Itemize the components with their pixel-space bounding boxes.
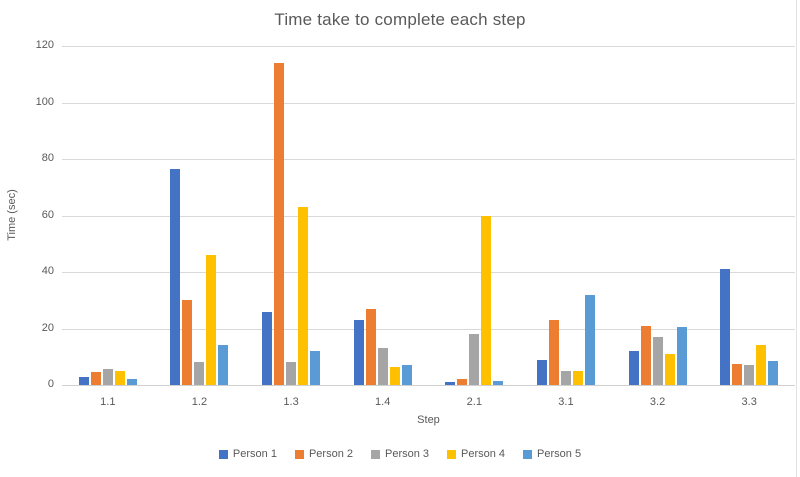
x-tick-label-1.4: 1.4 [375, 396, 391, 408]
bar-person-4-step-3.2 [664, 353, 675, 385]
bar-person-2-step-3.1 [548, 320, 559, 385]
bar-person-5-step-1.4 [401, 365, 412, 385]
bar-person-2-step-1.1 [90, 372, 101, 385]
bar-person-3-step-1.1 [102, 369, 113, 385]
x-tick-label-1.1: 1.1 [100, 396, 116, 408]
bar-person-3-step-1.4 [377, 348, 388, 385]
gridline-y-20 [62, 328, 795, 330]
bar-person-1-step-1.2 [170, 168, 181, 385]
legend-item-person-2: Person 2 [294, 448, 353, 460]
bar-person-4-step-2.1 [481, 215, 492, 385]
gridline-y-100 [62, 102, 795, 104]
legend: Person 1 Person 2 Person 3 Person 4 Person 5 [0, 448, 800, 460]
bar-person-2-step-1.3 [274, 62, 285, 385]
plot-area [62, 46, 795, 386]
x-tick-label-3.2: 3.2 [649, 396, 666, 408]
bar-person-2-step-1.2 [182, 300, 193, 385]
bar-person-5-step-2.1 [493, 380, 504, 385]
bar-person-3-step-1.3 [286, 362, 297, 385]
x-tick-label-3.1: 3.1 [558, 396, 574, 408]
gridline-y-40 [62, 272, 795, 273]
bar-person-2-step-2.1 [457, 379, 468, 385]
bar-person-4-step-1.1 [114, 370, 125, 385]
bar-person-5-step-1.1 [126, 379, 137, 385]
x-tick-label-3.3: 3.3 [741, 396, 757, 408]
gridline-y-80 [62, 159, 795, 160]
x-tick-label-1.3: 1.3 [283, 396, 299, 408]
bar-person-3-step-3.2 [652, 336, 663, 385]
x-tick-label-2.1: 2.1 [466, 396, 482, 408]
y-axis-title: Time (sec) [6, 189, 18, 241]
y-tick-label-100: 100 [35, 95, 54, 108]
gridline-y-60 [62, 215, 795, 217]
legend-label: Person 2 [308, 448, 353, 460]
bar-person-3-step-2.1 [469, 334, 480, 385]
bar-person-2-step-3.2 [640, 325, 651, 385]
bar-person-5-step-3.2 [676, 327, 687, 385]
bar-person-1-step-1.3 [262, 311, 273, 385]
bar-person-4-step-1.4 [389, 366, 400, 385]
legend-swatch-icon [294, 449, 304, 459]
chart-right-border [796, 0, 797, 477]
x-tick-label-1.2: 1.2 [191, 396, 208, 408]
legend-item-person-1: Person 1 [218, 448, 277, 460]
legend-swatch-icon [218, 449, 228, 459]
gridline-y-0 [62, 385, 795, 386]
legend-swatch-icon [447, 449, 457, 459]
bar-person-5-step-1.2 [218, 345, 229, 385]
legend-item-person-4: Person 4 [447, 448, 505, 460]
bar-person-2-step-3.3 [732, 363, 743, 385]
bar-person-5-step-3.3 [768, 361, 779, 385]
legend-swatch-icon [523, 449, 533, 459]
legend-label: Person 4 [461, 448, 506, 460]
legend-label: Person 3 [384, 448, 430, 460]
bar-person-3-step-3.1 [560, 370, 571, 385]
y-tick-label-20: 20 [41, 321, 54, 334]
gridline-y-120 [62, 46, 795, 47]
x-axis-title: Step [417, 414, 440, 426]
legend-label: Person 1 [232, 448, 277, 460]
legend-item-person-3: Person 3 [370, 448, 430, 460]
bar-person-1-step-3.1 [536, 359, 547, 385]
bar-person-4-step-1.2 [206, 255, 217, 385]
y-tick-label-120: 120 [35, 39, 54, 51]
bar-person-2-step-1.4 [365, 308, 376, 385]
legend-item-person-5: Person 5 [523, 448, 581, 460]
y-tick-label-80: 80 [41, 152, 54, 164]
bar-person-1-step-1.1 [78, 376, 89, 385]
bar-person-4-step-1.3 [298, 207, 309, 385]
bar-person-5-step-1.3 [310, 351, 321, 385]
bar-person-5-step-3.1 [584, 294, 595, 385]
legend-swatch-icon [370, 449, 380, 459]
chart-title: Time take to complete each step [274, 10, 526, 29]
bar-person-1-step-2.1 [445, 382, 456, 385]
y-tick-label-40: 40 [41, 265, 54, 277]
bar-person-1-step-3.2 [628, 351, 639, 385]
bar-person-3-step-1.2 [194, 362, 205, 385]
bar-person-1-step-3.3 [720, 269, 731, 385]
bar-person-4-step-3.1 [572, 370, 583, 385]
y-tick-label-0: 0 [47, 378, 54, 390]
legend-label: Person 5 [537, 448, 582, 460]
bar-person-1-step-1.4 [353, 320, 364, 385]
bar-person-3-step-3.3 [744, 365, 755, 385]
bar-person-4-step-3.3 [756, 345, 767, 385]
y-tick-label-60: 60 [41, 208, 54, 221]
